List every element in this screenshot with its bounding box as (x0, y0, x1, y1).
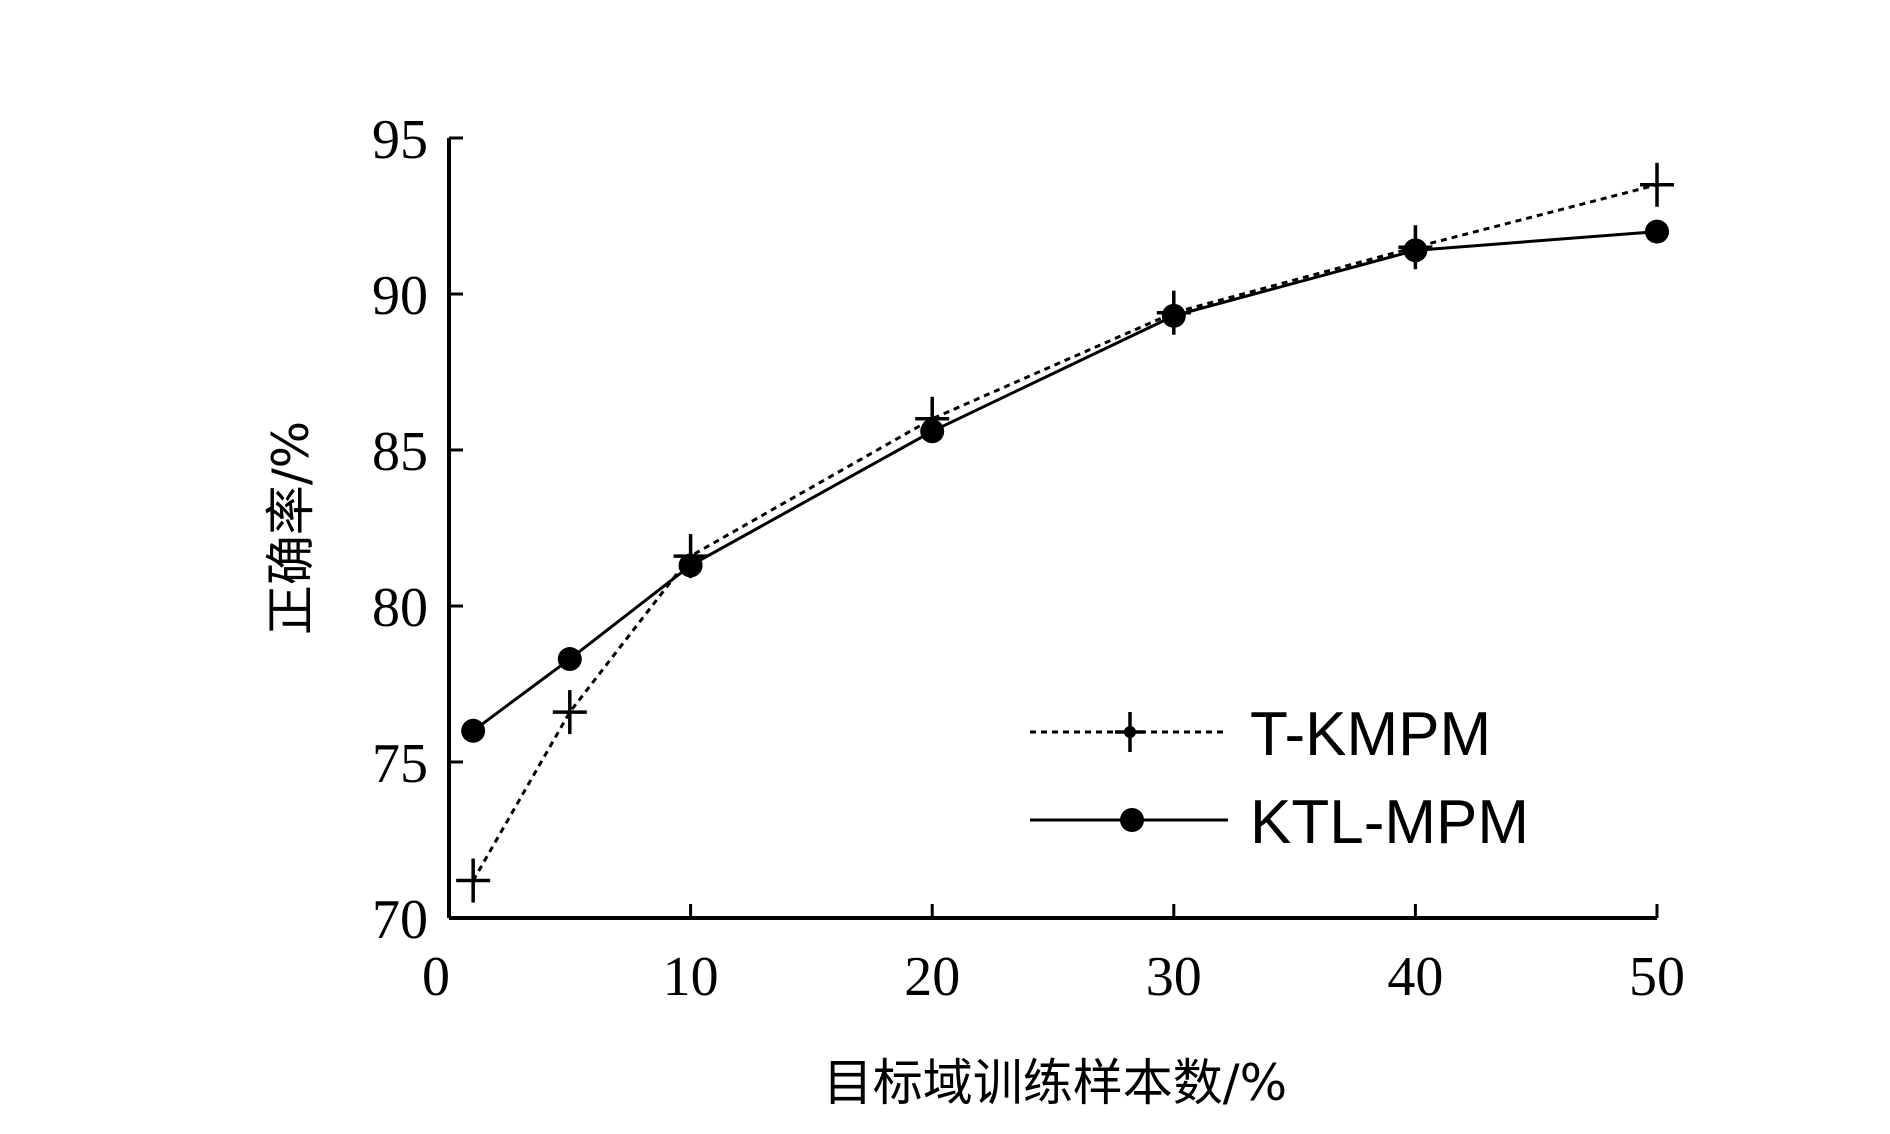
y-tick-label: 95 (372, 109, 428, 171)
y-ticks: 70 75 80 85 90 95 (372, 109, 463, 951)
legend-label-t-kmpm: T-KMPM (1250, 700, 1491, 769)
y-axis-title: 正确率/% (262, 421, 320, 635)
y-tick-label: 70 (372, 889, 428, 951)
series-layer (456, 162, 1674, 903)
series-line-t-kmpm (471, 183, 1658, 882)
x-ticks: 0 10 20 30 40 50 (422, 904, 1685, 1008)
data-point-ktl-mpm (920, 419, 945, 444)
data-point-ktl-mpm (1645, 219, 1669, 244)
x-tick-label: 50 (1629, 946, 1685, 1008)
x-tick-label: 10 (663, 946, 719, 1008)
data-point-t-kmpm (1640, 162, 1674, 207)
y-tick-label: 90 (372, 265, 428, 327)
x-tick-label: 0 (422, 946, 450, 1008)
axes (447, 138, 1657, 920)
y-tick-label: 80 (372, 577, 428, 639)
y-tick-label: 85 (372, 421, 428, 483)
data-point-t-kmpm (552, 690, 587, 735)
data-point-t-kmpm (456, 858, 491, 903)
x-tick-label: 30 (1146, 946, 1202, 1008)
x-axis-title: 目标域训练样本数/% (823, 1054, 1287, 1112)
y-tick-label: 75 (372, 733, 428, 795)
legend-marker-ktl-mpm (1120, 808, 1144, 832)
data-point-ktl-mpm (678, 553, 703, 578)
x-tick-label: 20 (904, 946, 960, 1008)
legend: T-KMPM KTL-MPM (1030, 700, 1529, 857)
legend-dot-t-kmpm (1124, 726, 1136, 738)
data-point-ktl-mpm (557, 647, 582, 672)
data-point-ktl-mpm (1403, 238, 1428, 263)
data-point-ktl-mpm (1161, 303, 1186, 328)
data-point-ktl-mpm (461, 718, 486, 743)
x-tick-label: 40 (1387, 946, 1443, 1008)
legend-label-ktl-mpm: KTL-MPM (1250, 788, 1529, 857)
series-line-ktl-mpm (472, 230, 1658, 733)
